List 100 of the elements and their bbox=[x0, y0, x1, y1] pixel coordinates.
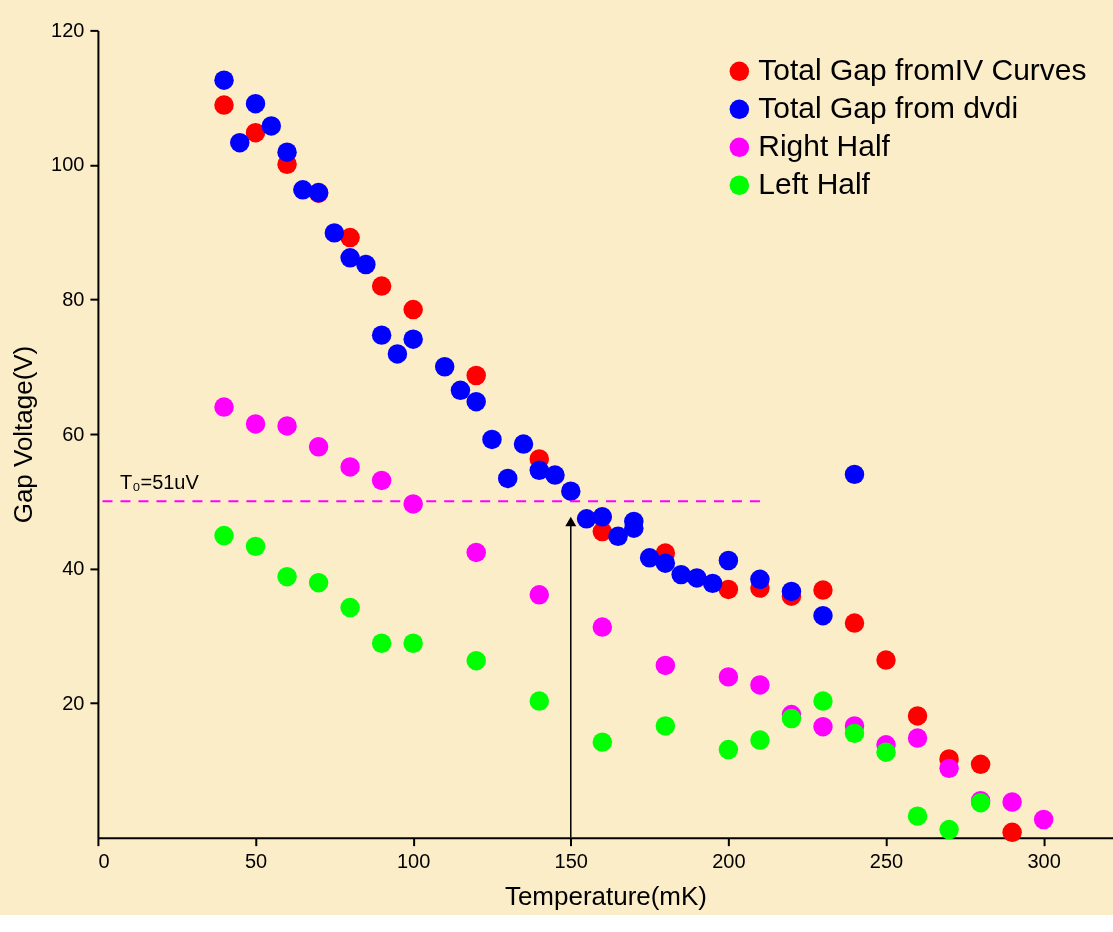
point bbox=[529, 460, 549, 481]
point bbox=[813, 691, 833, 711]
x-axis-title: Temperature(mK) bbox=[504, 881, 707, 912]
point bbox=[608, 526, 628, 546]
point bbox=[245, 536, 266, 557]
point bbox=[403, 633, 423, 653]
point bbox=[497, 468, 518, 489]
point bbox=[214, 70, 234, 90]
x-tick-label: 300 bbox=[1027, 850, 1061, 873]
point bbox=[371, 470, 392, 491]
point bbox=[277, 566, 297, 587]
point bbox=[403, 299, 423, 320]
point bbox=[844, 464, 865, 485]
point bbox=[230, 133, 250, 153]
point bbox=[529, 585, 549, 605]
point bbox=[561, 481, 581, 501]
point bbox=[340, 457, 360, 477]
point bbox=[214, 525, 234, 546]
x-tick-label: 0 bbox=[98, 850, 110, 873]
point bbox=[387, 344, 408, 364]
point bbox=[403, 329, 423, 349]
point bbox=[513, 434, 534, 454]
y-tick-label: 120 bbox=[51, 18, 85, 41]
point bbox=[655, 716, 676, 736]
point bbox=[939, 819, 959, 840]
point bbox=[750, 569, 770, 590]
x-tick-label: 200 bbox=[712, 850, 746, 873]
legend-label: Left Half bbox=[758, 167, 871, 201]
point bbox=[813, 716, 833, 737]
point bbox=[655, 655, 676, 676]
y-tick-label: 80 bbox=[62, 287, 85, 310]
point bbox=[308, 572, 329, 593]
point bbox=[939, 758, 959, 779]
point bbox=[718, 667, 739, 687]
point bbox=[718, 550, 739, 571]
point bbox=[907, 728, 928, 748]
point bbox=[308, 437, 329, 457]
point bbox=[466, 365, 486, 386]
point bbox=[482, 429, 502, 450]
y-tick-label: 20 bbox=[62, 691, 85, 714]
point bbox=[1033, 809, 1054, 830]
point bbox=[876, 742, 896, 762]
point bbox=[876, 650, 896, 670]
point bbox=[466, 542, 486, 563]
point bbox=[277, 416, 297, 436]
point bbox=[718, 739, 739, 760]
point bbox=[813, 580, 833, 600]
point bbox=[529, 691, 549, 711]
point bbox=[340, 248, 360, 268]
point bbox=[1002, 792, 1022, 812]
x-tick-label: 150 bbox=[554, 850, 588, 873]
point bbox=[340, 227, 360, 248]
point bbox=[592, 732, 613, 752]
point bbox=[671, 564, 691, 585]
point bbox=[466, 651, 486, 671]
point bbox=[340, 597, 360, 618]
point bbox=[592, 507, 613, 527]
point bbox=[750, 675, 770, 695]
y-tick-label: 100 bbox=[51, 153, 85, 176]
y-axis-title: Gap Voltage(V) bbox=[8, 345, 39, 524]
annotation: T₀=51uV bbox=[119, 471, 200, 494]
point bbox=[245, 122, 266, 143]
point bbox=[324, 223, 345, 243]
point bbox=[687, 568, 707, 588]
x-tick-label: 100 bbox=[396, 850, 431, 873]
point bbox=[245, 93, 266, 114]
legend-label: Total Gap from dvdi bbox=[758, 91, 1019, 125]
point bbox=[655, 553, 676, 573]
point bbox=[356, 254, 376, 275]
point bbox=[750, 730, 770, 750]
point bbox=[592, 617, 613, 637]
legend-label: Total Gap fromIV Curves bbox=[758, 53, 1087, 87]
point bbox=[907, 706, 928, 726]
point bbox=[261, 116, 282, 136]
point bbox=[844, 613, 865, 633]
point bbox=[214, 95, 234, 115]
point bbox=[450, 380, 471, 401]
point bbox=[813, 605, 833, 626]
point bbox=[403, 494, 423, 514]
point bbox=[371, 633, 392, 653]
point bbox=[781, 581, 802, 602]
point bbox=[466, 392, 486, 412]
point bbox=[718, 579, 739, 600]
legend-label: Right Half bbox=[758, 129, 891, 163]
point bbox=[245, 414, 266, 434]
point bbox=[970, 754, 991, 775]
point bbox=[434, 357, 455, 377]
point bbox=[371, 325, 392, 345]
point bbox=[1002, 822, 1022, 842]
point bbox=[545, 465, 565, 485]
point bbox=[576, 509, 597, 529]
y-tick-label: 40 bbox=[62, 557, 85, 580]
point bbox=[702, 573, 723, 594]
point bbox=[214, 397, 234, 417]
point bbox=[907, 806, 928, 826]
point bbox=[639, 548, 660, 568]
point bbox=[277, 142, 297, 162]
point bbox=[371, 276, 392, 296]
x-tick-label: 50 bbox=[244, 850, 268, 873]
y-tick-label: 60 bbox=[62, 422, 85, 445]
